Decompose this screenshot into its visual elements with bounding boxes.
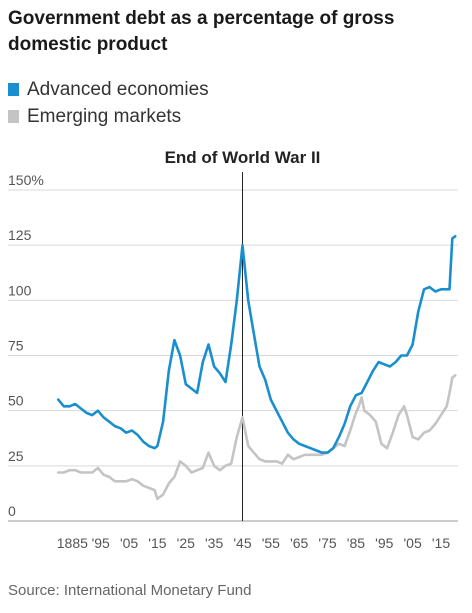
- x-tick-label: '95: [92, 535, 110, 551]
- x-tick-label: '75: [318, 535, 336, 551]
- x-tick-label: '65: [290, 535, 308, 551]
- x-tick-label: '05: [404, 535, 422, 551]
- y-tick-label: 100: [8, 282, 32, 298]
- y-tick-label: 25: [8, 448, 24, 464]
- y-tick-label: 0: [8, 503, 16, 519]
- chart-title: Government debt as a percentage of gross…: [8, 8, 395, 55]
- x-tick-label: '95: [375, 535, 393, 551]
- x-tick-label: '85: [347, 535, 365, 551]
- legend: Advanced economies Emerging markets: [8, 76, 209, 130]
- x-tick-label: '35: [205, 535, 223, 551]
- x-tick-label: 1885: [57, 535, 88, 551]
- series-line-advanced-economies: [56, 235, 457, 454]
- x-tick-label: '15: [148, 535, 166, 551]
- legend-swatch-advanced: [8, 83, 19, 96]
- y-tick-label: 50: [8, 393, 24, 409]
- x-tick-label: '05: [120, 535, 138, 551]
- x-tick-label: '55: [262, 535, 280, 551]
- legend-item-advanced: Advanced economies: [8, 76, 209, 103]
- legend-swatch-emerging: [8, 110, 19, 123]
- source-note: Source: International Monetary Fund: [8, 582, 252, 599]
- legend-label-advanced: Advanced economies: [27, 78, 209, 100]
- x-tick-label: '15: [432, 535, 450, 551]
- y-tick-label: 150%: [8, 172, 44, 188]
- y-tick-label: 125: [8, 227, 32, 243]
- series-line-emerging-markets: [56, 374, 457, 501]
- legend-label-emerging: Emerging markets: [27, 105, 182, 127]
- legend-item-emerging: Emerging markets: [8, 103, 209, 130]
- x-tick-label: '25: [177, 535, 195, 551]
- annotation-label: End of World War II: [165, 148, 321, 167]
- x-tick-label: '45: [233, 535, 251, 551]
- y-tick-label: 75: [8, 338, 24, 354]
